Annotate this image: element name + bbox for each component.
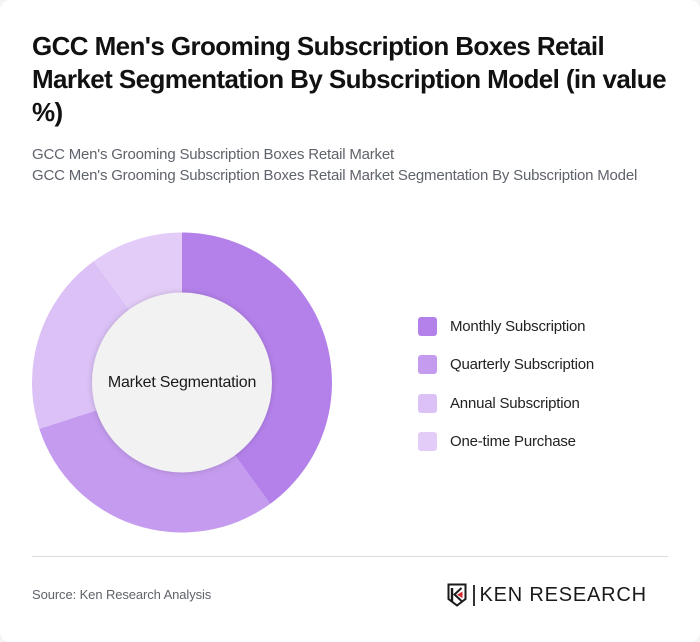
legend-label: One-time Purchase — [450, 433, 576, 450]
footer-divider — [32, 556, 668, 557]
shield-k-icon — [447, 583, 467, 607]
donut-chart: Market Segmentation — [32, 232, 332, 533]
legend-swatch-one-time — [418, 432, 437, 451]
subtitle-market: GCC Men's Grooming Subscription Boxes Re… — [32, 146, 394, 163]
legend: Monthly Subscription Quarterly Subscript… — [418, 314, 594, 468]
legend-swatch-quarterly — [418, 355, 437, 374]
logo-separator — [473, 584, 475, 606]
logo-text: KEN RESEARCH — [479, 584, 647, 606]
donut-svg — [32, 232, 332, 533]
ken-research-logo: KEN RESEARCH — [447, 582, 647, 608]
legend-label: Monthly Subscription — [450, 317, 586, 335]
legend-item-annual[interactable]: Annual Subscription — [418, 391, 594, 415]
legend-swatch-monthly — [418, 316, 437, 336]
legend-label: Annual Subscription — [450, 394, 580, 412]
legend-label: Quarterly Subscription — [450, 356, 594, 373]
donut-hole — [92, 292, 272, 473]
legend-item-quarterly[interactable]: Quarterly Subscription — [418, 353, 594, 377]
source-note: Source: Ken Research Analysis — [32, 587, 212, 602]
subtitle-segmentation: GCC Men's Grooming Subscription Boxes Re… — [32, 167, 638, 184]
legend-item-one-time[interactable]: One-time Purchase — [418, 430, 594, 454]
legend-swatch-annual — [418, 393, 437, 413]
legend-item-monthly[interactable]: Monthly Subscription — [418, 314, 594, 338]
chart-title: GCC Men's Grooming Subscription Boxes Re… — [32, 31, 667, 127]
